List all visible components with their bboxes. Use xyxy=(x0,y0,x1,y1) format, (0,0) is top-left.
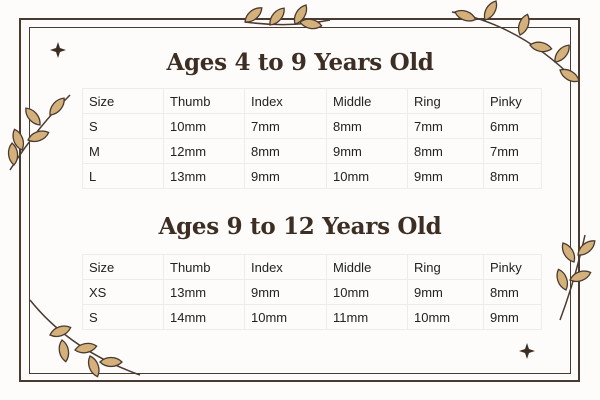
table-header-row: Size Thumb Index Middle Ring Pinky xyxy=(82,254,542,280)
table-cell: 7mm xyxy=(407,113,484,139)
section-title: Ages 9 to 12 Years Old xyxy=(158,213,442,240)
table-cell: M xyxy=(82,138,164,164)
header-cell: Size xyxy=(82,254,164,280)
header-cell: Middle xyxy=(326,254,408,280)
table-cell: 6mm xyxy=(483,113,542,139)
table-row: S 10mm 7mm 8mm 7mm 6mm xyxy=(82,113,542,139)
table-cell: 10mm xyxy=(326,163,408,189)
table-row: M 12mm 8mm 9mm 8mm 7mm xyxy=(82,138,542,164)
table-row: S 14mm 10mm 11mm 10mm 9mm xyxy=(82,304,542,330)
table-cell: 7mm xyxy=(244,113,327,139)
table-cell: 13mm xyxy=(163,163,245,189)
table-cell: 8mm xyxy=(483,163,542,189)
table-cell: 9mm xyxy=(483,304,542,330)
size-table-ages-4-9: Size Thumb Index Middle Ring Pinky S 10mm… xyxy=(82,88,542,189)
table-cell: 10mm xyxy=(163,113,245,139)
table-cell: 9mm xyxy=(326,138,408,164)
header-cell: Thumb xyxy=(163,254,245,280)
table-header-row: Size Thumb Index Middle Ring Pinky xyxy=(82,88,542,114)
table-cell: 8mm xyxy=(244,138,327,164)
table-cell: 13mm xyxy=(163,279,245,305)
section-title: Ages 4 to 9 Years Old xyxy=(166,49,434,76)
header-cell: Pinky xyxy=(483,254,542,280)
header-cell: Pinky xyxy=(483,88,542,114)
table-cell: 9mm xyxy=(244,279,327,305)
header-cell: Size xyxy=(82,88,164,114)
table-cell: 8mm xyxy=(326,113,408,139)
table-row: L 13mm 9mm 10mm 9mm 8mm xyxy=(82,163,542,189)
table-cell: XS xyxy=(82,279,164,305)
table-cell: L xyxy=(82,163,164,189)
header-cell: Ring xyxy=(407,88,484,114)
header-cell: Index xyxy=(244,254,327,280)
table-cell: S xyxy=(82,304,164,330)
inner-frame xyxy=(29,27,571,374)
table-cell: 12mm xyxy=(163,138,245,164)
table-cell: 9mm xyxy=(407,279,484,305)
size-table-ages-9-12: Size Thumb Index Middle Ring Pinky XS 13m… xyxy=(82,254,542,330)
table-cell: 8mm xyxy=(407,138,484,164)
header-cell: Thumb xyxy=(163,88,245,114)
table-cell: 9mm xyxy=(407,163,484,189)
table-cell: 7mm xyxy=(483,138,542,164)
table-cell: 9mm xyxy=(244,163,327,189)
header-cell: Middle xyxy=(326,88,408,114)
table-row: XS 13mm 9mm 10mm 9mm 8mm xyxy=(82,279,542,305)
table-cell: 10mm xyxy=(407,304,484,330)
table-cell: 14mm xyxy=(163,304,245,330)
table-cell: 10mm xyxy=(326,279,408,305)
header-cell: Ring xyxy=(407,254,484,280)
sparkle-icon xyxy=(519,343,535,359)
table-cell: 8mm xyxy=(483,279,542,305)
table-cell: S xyxy=(82,113,164,139)
table-cell: 10mm xyxy=(244,304,327,330)
sparkle-icon xyxy=(50,42,66,58)
table-cell: 11mm xyxy=(326,304,408,330)
header-cell: Index xyxy=(244,88,327,114)
